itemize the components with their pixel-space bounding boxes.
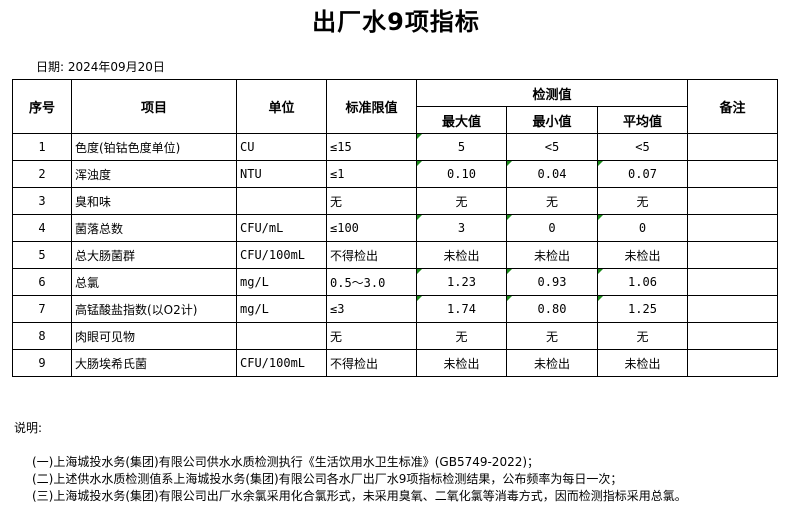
cell-no: 1 [12,133,72,161]
cell-unit [236,322,327,350]
cell-min: 0.80 [506,295,598,323]
cell-min: 未检出 [506,241,598,269]
cell-no: 9 [12,349,72,377]
cell-min: 0.93 [506,268,598,296]
cell-unit: CU [236,133,327,161]
cell-remark [687,133,778,161]
header-no: 序号 [12,79,72,134]
table-row: 6 总氯 mg/L 0.5～3.0 1.23 0.93 1.06 [12,268,778,296]
cell-min: 0.04 [506,160,598,188]
page-title: 出厂水9项指标 [312,8,480,36]
cell-unit: CFU/100mL [236,241,327,269]
cell-unit: CFU/100mL [236,349,327,377]
cell-item: 高锰酸盐指数(以O2计) [71,295,237,323]
cell-no: 6 [12,268,72,296]
cell-avg: 1.25 [597,295,688,323]
cell-max: 0.10 [416,160,507,188]
header-measured: 检测值 [416,79,688,107]
table-row: 4 菌落总数 CFU/mL ≤100 3 0 0 [12,214,778,242]
header-max: 最大值 [416,106,507,134]
cell-remark [687,268,778,296]
cell-avg: 无 [597,322,688,350]
cell-avg: 未检出 [597,349,688,377]
cell-remark [687,214,778,242]
cell-limit: ≤1 [326,160,417,188]
cell-no: 7 [12,295,72,323]
cell-item: 浑浊度 [71,160,237,188]
table-row: 5 总大肠菌群 CFU/100mL 不得检出 未检出 未检出 未检出 [12,241,778,269]
cell-limit: 不得检出 [326,241,417,269]
note-3: (三)上海城投水务(集团)有限公司出厂水余氯采用化合氯形式，未采用臭氧、二氧化氯… [32,489,687,503]
cell-unit: NTU [236,160,327,188]
cell-limit: 不得检出 [326,349,417,377]
water-quality-table: 序号 项目 单位 标准限值 检测值 备注 最大值 最小值 平均值 1 色度(铂钴色… [12,79,778,377]
cell-item: 肉眼可见物 [71,322,237,350]
cell-limit: ≤3 [326,295,417,323]
cell-unit: mg/L [236,268,327,296]
cell-max: 无 [416,187,507,215]
cell-remark [687,160,778,188]
cell-max: 3 [416,214,507,242]
header-remark: 备注 [687,79,778,134]
cell-remark [687,295,778,323]
cell-no: 5 [12,241,72,269]
header-min: 最小值 [506,106,598,134]
cell-item: 大肠埃希氏菌 [71,349,237,377]
notes-label: 说明: [14,421,43,435]
cell-min: 无 [506,322,598,350]
cell-avg: 1.06 [597,268,688,296]
report-date: 日期: 2024年09月20日 [36,60,165,74]
cell-max: 无 [416,322,507,350]
cell-limit: ≤15 [326,133,417,161]
table-row: 7 高锰酸盐指数(以O2计) mg/L ≤3 1.74 0.80 1.25 [12,295,778,323]
header-item: 项目 [71,79,237,134]
cell-avg: 未检出 [597,241,688,269]
cell-avg: 无 [597,187,688,215]
cell-max: 1.74 [416,295,507,323]
cell-max: 1.23 [416,268,507,296]
cell-item: 总大肠菌群 [71,241,237,269]
table-row: 3 臭和味无无无无 [12,187,778,215]
header-limit: 标准限值 [326,79,417,134]
cell-limit: ≤100 [326,214,417,242]
cell-item: 臭和味 [71,187,237,215]
cell-no: 8 [12,322,72,350]
cell-remark [687,322,778,350]
cell-item: 色度(铂钴色度单位) [71,133,237,161]
cell-unit [236,187,327,215]
cell-remark [687,241,778,269]
cell-unit: mg/L [236,295,327,323]
cell-no: 4 [12,214,72,242]
cell-avg: 0.07 [597,160,688,188]
table-row: 9 大肠埃希氏菌 CFU/100mL 不得检出 未检出 未检出 未检出 [12,349,778,377]
cell-avg: 0 [597,214,688,242]
table-row: 8 肉眼可见物无无无无 [12,322,778,350]
cell-min: 无 [506,187,598,215]
header-avg: 平均值 [597,106,688,134]
cell-min: 0 [506,214,598,242]
cell-item: 总氯 [71,268,237,296]
cell-limit: 无 [326,187,417,215]
cell-remark [687,187,778,215]
header-unit: 单位 [236,79,327,134]
cell-max: 未检出 [416,241,507,269]
cell-min: <5 [506,133,598,161]
note-1: (一)上海城投水务(集团)有限公司供水水质检测执行《生活饮用水卫生标准》(GB5… [32,455,540,469]
cell-max: 未检出 [416,349,507,377]
cell-remark [687,349,778,377]
notes: 说明: (一)上海城投水务(集团)有限公司供水水质检测执行《生活饮用水卫生标准》… [14,420,687,505]
cell-min: 未检出 [506,349,598,377]
cell-avg: <5 [597,133,688,161]
cell-max: 5 [416,133,507,161]
cell-limit: 0.5～3.0 [326,268,417,296]
cell-unit: CFU/mL [236,214,327,242]
cell-no: 3 [12,187,72,215]
table-row: 1 色度(铂钴色度单位) CU ≤15 5 <5 <5 [12,133,778,161]
cell-no: 2 [12,160,72,188]
table-row: 2 浑浊度 NTU ≤1 0.10 0.04 0.07 [12,160,778,188]
cell-item: 菌落总数 [71,214,237,242]
note-2: (二)上述供水水质检测值系上海城投水务(集团)有限公司各水厂出厂水9项指标检测结… [32,472,623,486]
cell-limit: 无 [326,322,417,350]
